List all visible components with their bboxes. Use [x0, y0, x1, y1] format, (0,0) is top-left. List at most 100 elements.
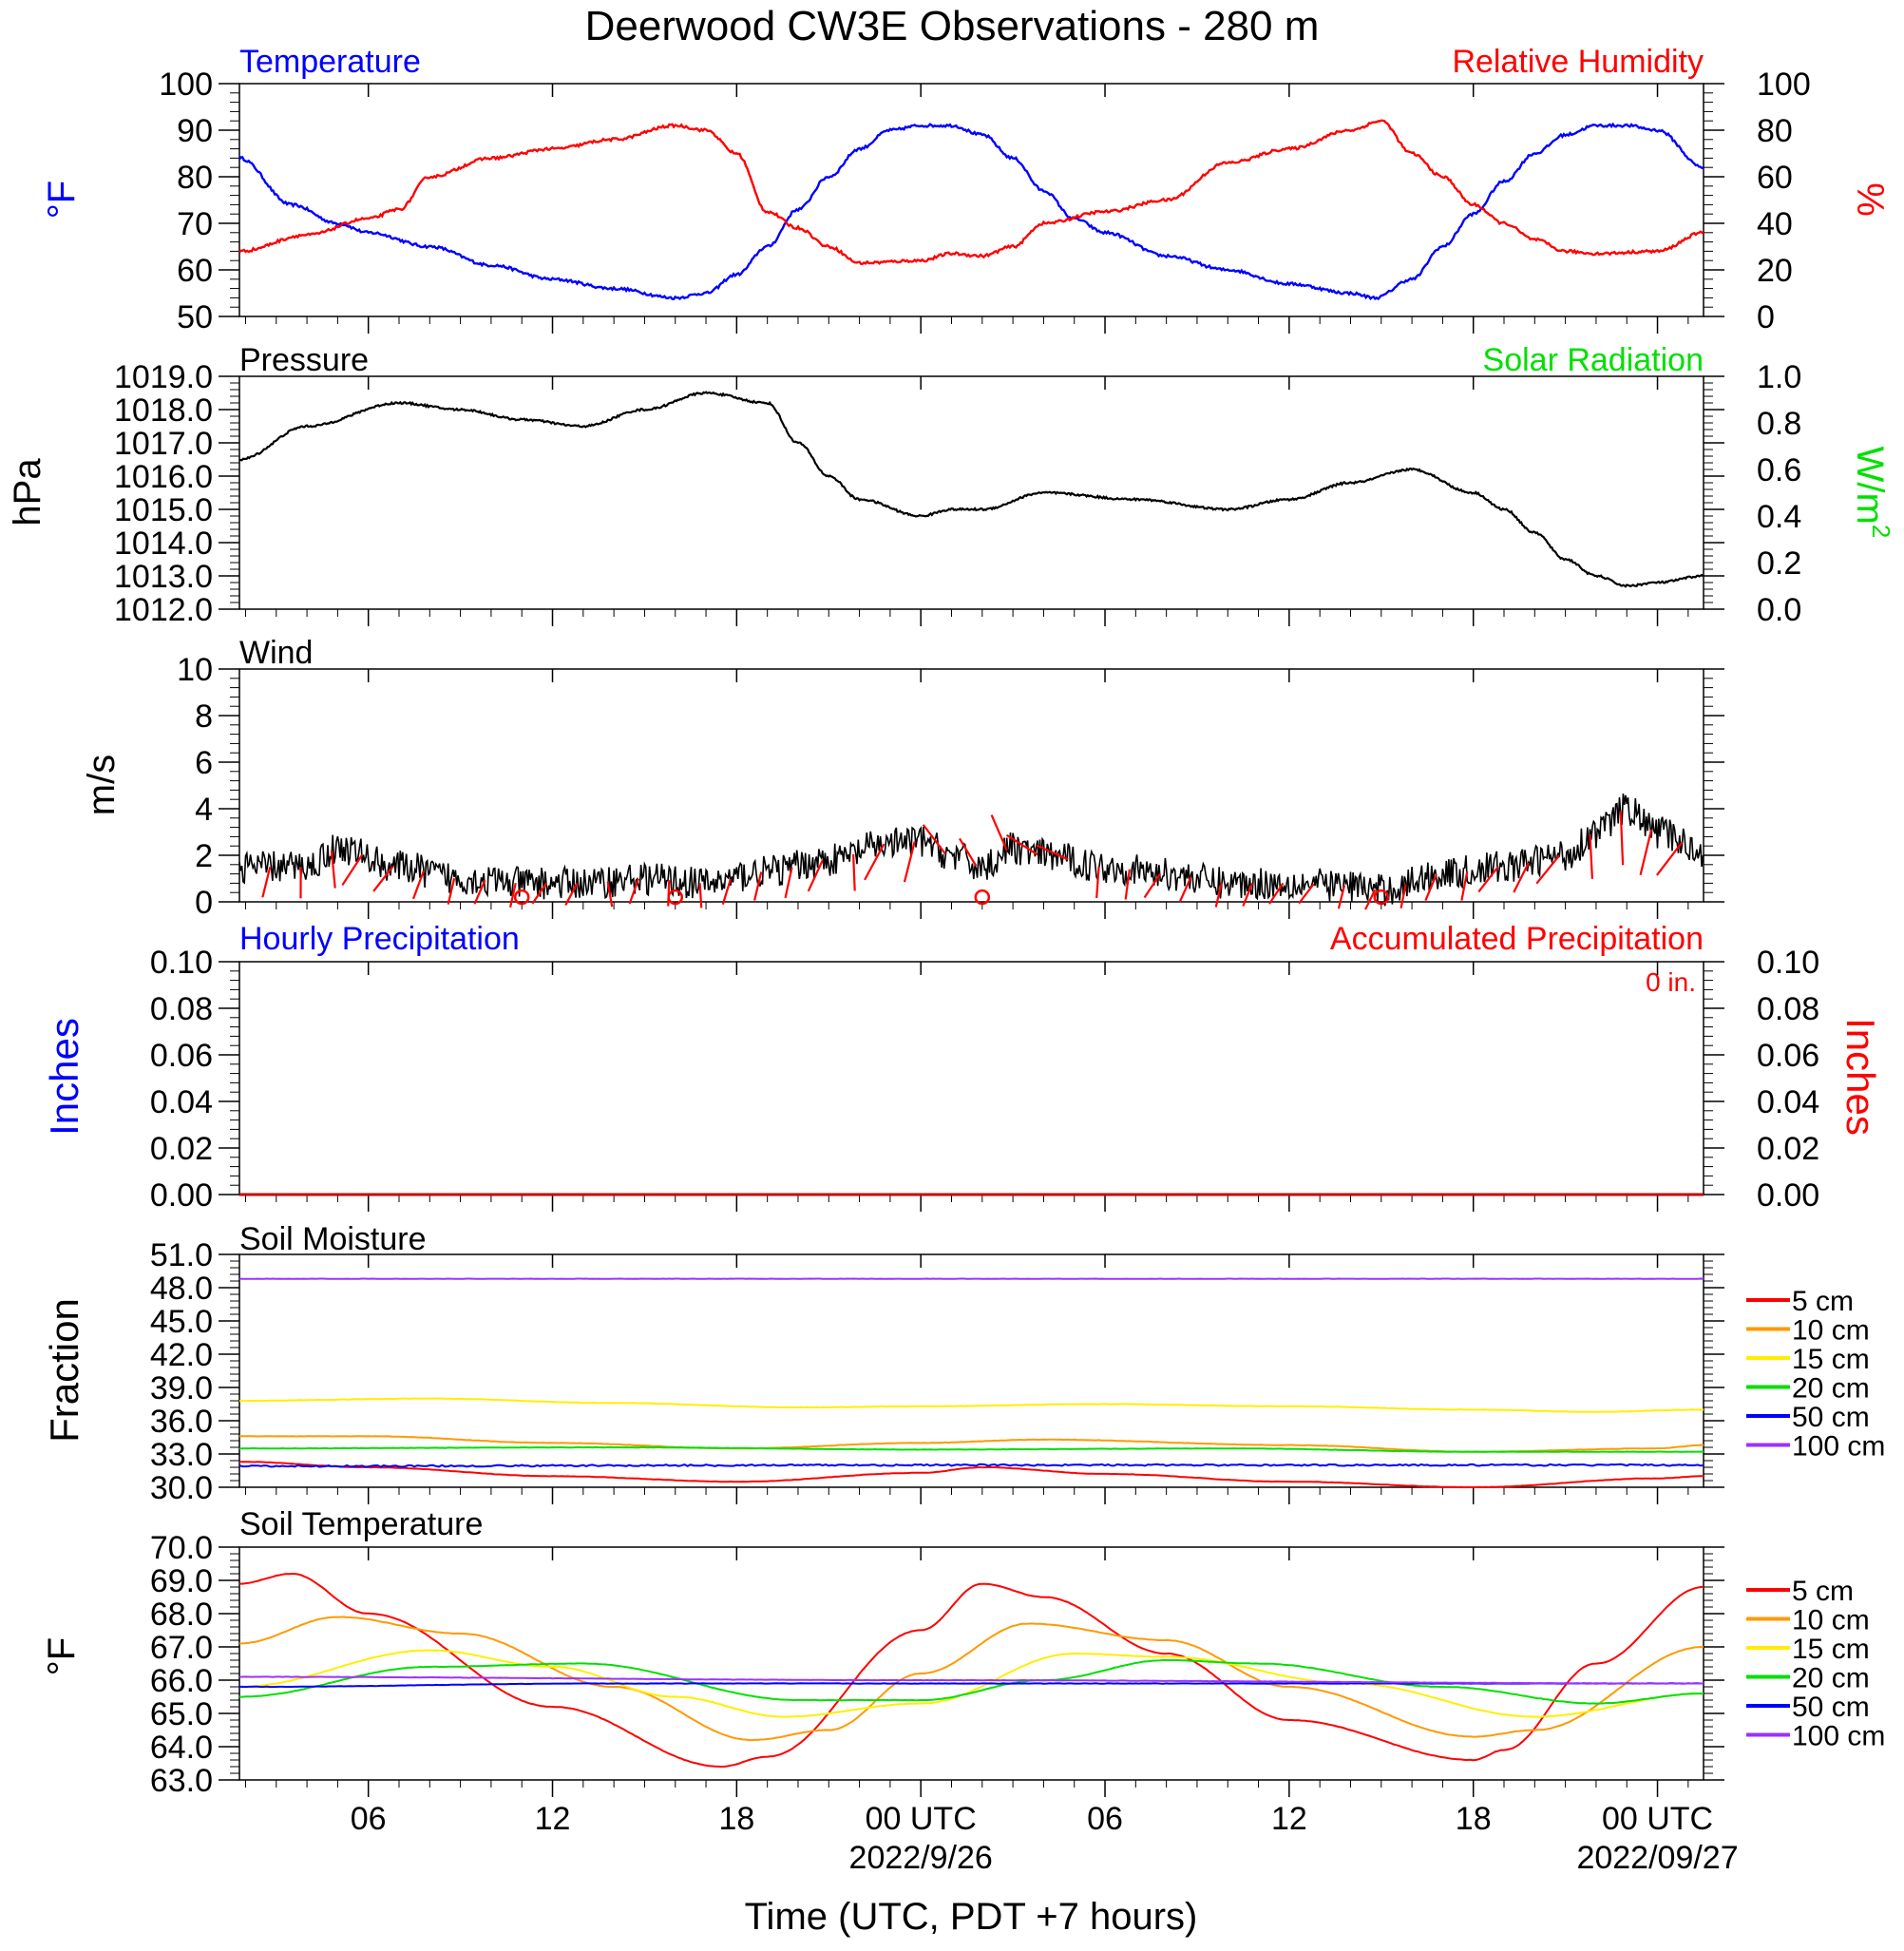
right-tick-label: 0.0: [1757, 592, 1801, 628]
right-tick-label: 0.08: [1757, 991, 1819, 1027]
wind-direction-mark: [606, 881, 614, 908]
wind-direction-mark: [990, 814, 1008, 851]
left-tick-label: 1013.0: [114, 559, 213, 595]
x-tick-label: 00 UTC: [1602, 1801, 1713, 1837]
wind-direction-mark: [721, 878, 732, 906]
soil-temp-legend-label: 100 cm: [1792, 1721, 1885, 1752]
pressure-unit-label: hPa: [7, 458, 48, 526]
right-tick-label: 60: [1757, 160, 1793, 196]
left-tick-label: 2: [195, 838, 213, 874]
wind-direction-mark: [1268, 882, 1285, 905]
soil-temp-legend-label: 50 cm: [1792, 1692, 1870, 1723]
left-tick-label: 65.0: [150, 1696, 213, 1732]
pressure-panel: Pressure Solar Radiation hPa W/m2: [7, 342, 1895, 538]
right-tick-label: 0.4: [1757, 499, 1801, 535]
left-tick-label: 1015.0: [114, 492, 213, 528]
wind-direction-mark: [903, 841, 916, 883]
soil-moisture-legend-label: 15 cm: [1792, 1344, 1870, 1375]
wind-direction-mark: [1036, 844, 1069, 861]
soil-temp-legend-label: 10 cm: [1792, 1605, 1870, 1636]
soil-moisture-line-5cm: [238, 1461, 1704, 1489]
soil-moisture-legend-label: 50 cm: [1792, 1402, 1870, 1433]
soil-moisture-legend-label: 20 cm: [1792, 1373, 1870, 1405]
soil-temp-line-15cm: [239, 1649, 1704, 1718]
left-tick-label: 0.08: [150, 991, 213, 1027]
left-tick-label: 36.0: [150, 1404, 213, 1440]
left-tick-label: 0.04: [150, 1084, 213, 1120]
wind-direction-mark: [922, 824, 946, 855]
soil-moisture-line-50cm: [238, 1463, 1704, 1468]
right-tick-label: 100: [1757, 67, 1811, 103]
soil-moisture-legend-label: 100 cm: [1792, 1431, 1885, 1463]
precip-right-unit-label: Inches: [1838, 1018, 1883, 1136]
wind-direction-mark: [1477, 866, 1499, 893]
x-date-label: 2022/09/27: [1576, 1840, 1738, 1876]
hourly-precip-title: Hourly Precipitation: [239, 921, 520, 957]
left-tick-label: 1018.0: [114, 392, 213, 429]
right-tick-label: 0.10: [1757, 945, 1819, 981]
left-tick-label: 0.06: [150, 1038, 213, 1074]
right-tick-label: 0.6: [1757, 452, 1801, 488]
soil-temp-line-20cm: [238, 1658, 1704, 1705]
wind-direction-mark: [753, 871, 763, 901]
soil-moisture-line-15cm: [239, 1397, 1704, 1413]
soil-temp-title: Soil Temperature: [239, 1506, 483, 1542]
right-tick-label: 0.04: [1757, 1084, 1819, 1120]
wind-direction-mark: [1460, 870, 1469, 901]
soil-temp-line-100cm: [238, 1675, 1704, 1685]
wind-direction-mark: [864, 843, 885, 881]
right-tick-label: 0.2: [1757, 545, 1801, 582]
temperature-line: [238, 122, 1704, 301]
left-tick-label: 45.0: [150, 1304, 213, 1340]
soil-moisture-legend-label: 5 cm: [1792, 1286, 1854, 1317]
rh-unit-label: %: [1849, 182, 1891, 217]
wind-direction-mark: [1242, 882, 1254, 907]
left-tick-label: 0.02: [150, 1131, 213, 1167]
soil-temp-legend-label: 20 cm: [1792, 1663, 1870, 1694]
wind-direction-mark: [698, 883, 703, 909]
wind-direction-mark: [1095, 866, 1100, 899]
plot-frame: [238, 83, 1704, 317]
soil-temp-line-10cm: [239, 1616, 1704, 1742]
wind-direction-mark: [1337, 885, 1346, 909]
x-axis-label: Time (UTC, PDT +7 hours): [745, 1896, 1198, 1938]
left-tick-label: 8: [195, 698, 213, 735]
soil-moisture-title: Soil Moisture: [239, 1221, 427, 1257]
soil-moisture-unit-label: Fraction: [42, 1298, 86, 1443]
accum-precip-total: 0 in.: [1646, 967, 1696, 997]
x-tick-label: 06: [1087, 1801, 1123, 1837]
wind-direction-mark: [1619, 811, 1625, 866]
x-tick-label: 18: [1456, 1801, 1492, 1837]
right-tick-label: 40: [1757, 206, 1793, 242]
x-date-label: 2022/9/26: [849, 1840, 993, 1876]
wind-direction-mark: [1535, 854, 1561, 885]
plot-frame: [238, 961, 1704, 1195]
wind-direction-mark: [1589, 833, 1594, 879]
panel-frame-temp_rh: 100 90 80 70 60 50 100 80 60 40 20 0: [159, 67, 1810, 335]
left-tick-label: 64.0: [150, 1730, 213, 1766]
left-tick-label: 69.0: [150, 1563, 213, 1599]
precip-left-unit-label: Inches: [42, 1018, 86, 1136]
wind-direction-mark: [509, 883, 517, 908]
x-tick-label: 12: [1271, 1801, 1307, 1837]
accum-precip-title: Accumulated Precipitation: [1330, 921, 1704, 957]
wind-direction-mark: [447, 877, 456, 905]
panel-frame-soil_temp: 70.069.068.067.066.065.064.063.0: [150, 1530, 1724, 1799]
wind-direction-mark: [807, 859, 824, 892]
panel-frame-pressure: 1019.01018.01017.01016.01015.01014.01013…: [114, 359, 1801, 628]
left-tick-label: 90: [177, 113, 213, 149]
wind-direction-mark: [261, 866, 272, 898]
temp-unit-label: °F: [41, 181, 83, 219]
soil-temp-line-50cm: [238, 1682, 1704, 1689]
soil-moisture-panel: Soil Moisture Fraction: [42, 1221, 427, 1443]
wind-direction-mark: [784, 867, 793, 899]
panel-frame-wind: 10 8 6 4 2 0: [177, 652, 1724, 921]
right-tick-label: 1.0: [1757, 359, 1801, 395]
left-tick-label: 39.0: [150, 1370, 213, 1406]
left-tick-label: 48.0: [150, 1271, 213, 1307]
left-tick-label: 33.0: [150, 1437, 213, 1473]
figure-title: Deerwood CW3E Observations - 280 m: [585, 3, 1320, 49]
left-tick-label: 51.0: [150, 1237, 213, 1273]
wind-direction-mark: [1424, 873, 1438, 901]
